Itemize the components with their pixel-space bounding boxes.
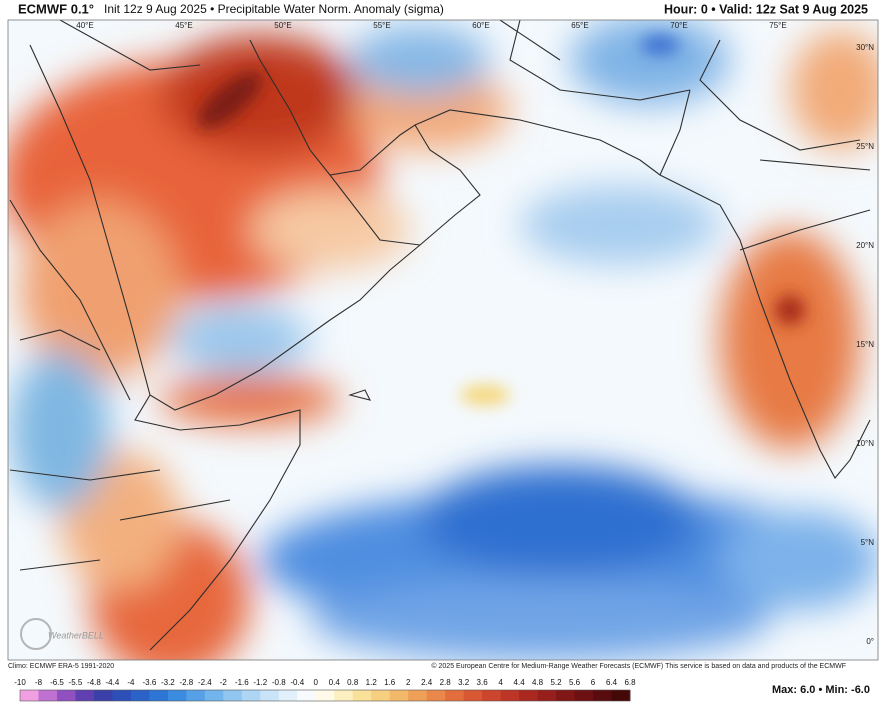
colorbar-segment xyxy=(260,690,280,701)
colorbar-segment xyxy=(593,690,613,701)
lat-label: 15°N xyxy=(856,340,874,349)
colorbar-label: 2.8 xyxy=(440,678,452,687)
colorbar-segment xyxy=(204,690,224,701)
colorbar-segment xyxy=(389,690,409,701)
colorbar-label: 1.6 xyxy=(384,678,396,687)
colorbar-segment xyxy=(223,690,243,701)
lon-label: 40°E xyxy=(76,21,93,30)
colorbar-segment xyxy=(278,690,298,701)
map-frame xyxy=(7,19,879,661)
colorbar-label: 6 xyxy=(591,678,596,687)
colorbar-segment xyxy=(426,690,446,701)
extremes: Max: 6.0 • Min: -6.0 xyxy=(772,684,870,696)
lon-label: 65°E xyxy=(571,21,588,30)
colorbar-label: -0.8 xyxy=(272,678,286,687)
colorbar-label: 3.2 xyxy=(458,678,470,687)
logo: WeatherBELL xyxy=(48,630,104,640)
colorbar-label: 6.8 xyxy=(624,678,636,687)
colorbar-segment xyxy=(611,690,631,701)
colorbar-label: 5.2 xyxy=(550,678,562,687)
colorbar-label: -5.5 xyxy=(69,678,83,687)
colorbar-label: -3.6 xyxy=(142,678,156,687)
colorbar-segment xyxy=(315,690,335,701)
colorbar-segment xyxy=(537,690,557,701)
colorbar-segment xyxy=(38,690,58,701)
logo-icon xyxy=(20,618,52,650)
colorbar: -10 -8 -6.5 -5.5 -4.8 -4.4 -4 -3.6 -3.2 -2.8 -2.4-… xyxy=(14,678,636,702)
description: Init 12z 9 Aug 2025 • Precipitable Water… xyxy=(104,2,444,16)
grid-labels: 40°E 45°E 50°E 55°E 60°E 65°E 70°E 75°E 30°N 25°N… xyxy=(76,21,874,646)
colorbar-label: 0.4 xyxy=(329,678,341,687)
colorbar-segment xyxy=(20,690,39,701)
colorbar-frame xyxy=(19,689,631,702)
lat-label: 0° xyxy=(866,637,874,646)
colorbar-label: -6.5 xyxy=(50,678,64,687)
colorbar-segment xyxy=(297,690,317,701)
colorbar-label: -1.2 xyxy=(253,678,267,687)
colorbar-label: 4.4 xyxy=(514,678,526,687)
colorbar-label: 6.4 xyxy=(606,678,618,687)
colorbar-label: -1.6 xyxy=(235,678,249,687)
colorbar-label: -0.4 xyxy=(290,678,304,687)
map-area: 40°E 45°E 50°E 55°E 60°E 65°E 70°E 75°E 30°N 25°N… xyxy=(8,20,878,660)
colorbar-label: 3.6 xyxy=(477,678,489,687)
colorbar-segment xyxy=(149,690,169,701)
colorbar-segment xyxy=(56,690,76,701)
colorbar-label: -2.4 xyxy=(198,678,212,687)
coastlines xyxy=(9,20,871,651)
colorbar-label: -3.2 xyxy=(161,678,175,687)
colorbar-label: -4.8 xyxy=(87,678,101,687)
colorbar-label: -4.4 xyxy=(106,678,120,687)
colorbar-segment xyxy=(93,690,113,701)
lon-label: 55°E xyxy=(373,21,390,30)
colorbar-label: 0 xyxy=(314,678,319,687)
colorbar-label: 4 xyxy=(498,678,503,687)
colorbar-segment xyxy=(574,690,594,701)
lon-label: 45°E xyxy=(175,21,192,30)
lon-label: 75°E xyxy=(769,21,786,30)
colorbar-segment xyxy=(556,690,576,701)
colorbar-segment xyxy=(500,690,520,701)
colorbar-label: -8 xyxy=(35,678,43,687)
colorbar-segment xyxy=(482,690,502,701)
colorbar-segment xyxy=(408,690,428,701)
climo-note: Climo: ECMWF ERA-5 1991-2020 xyxy=(8,663,114,670)
colorbar-segment xyxy=(130,690,150,701)
lon-label: 70°E xyxy=(670,21,687,30)
colorbar-label: -2 xyxy=(220,678,228,687)
colorbar-segment xyxy=(352,690,372,701)
colorbar-label: 1.2 xyxy=(366,678,378,687)
colorbar-label: 4.8 xyxy=(532,678,544,687)
colorbar-label: 2.4 xyxy=(421,678,433,687)
valid-time: Hour: 0 • Valid: 12z Sat 9 Aug 2025 xyxy=(664,2,868,16)
colorbar-segment xyxy=(519,690,539,701)
lat-label: 25°N xyxy=(856,142,874,151)
colorbar-segment xyxy=(445,690,465,701)
lat-label: 30°N xyxy=(856,43,874,52)
colorbar-segment xyxy=(241,690,261,701)
lon-label: 50°E xyxy=(274,21,291,30)
colorbar-segment xyxy=(167,690,187,701)
colorbar-segment xyxy=(75,690,95,701)
lon-label: 60°E xyxy=(472,21,489,30)
colorbar-label: 2 xyxy=(406,678,411,687)
model-title: ECMWF 0.1° xyxy=(18,1,94,16)
colorbar-label: 5.6 xyxy=(569,678,581,687)
colorbar-segment xyxy=(186,690,206,701)
lat-label: 20°N xyxy=(856,241,874,250)
copyright: © 2025 European Centre for Medium-Range … xyxy=(431,662,846,670)
colorbar-label: -2.8 xyxy=(179,678,193,687)
colorbar-label: -4 xyxy=(127,678,135,687)
lat-label: 5°N xyxy=(861,538,875,547)
colorbar-label: 0.8 xyxy=(347,678,359,687)
colorbar-segment xyxy=(463,690,483,701)
colorbar-segment xyxy=(112,690,132,701)
colorbar-label: -10 xyxy=(14,678,26,687)
lat-label: 10°N xyxy=(856,439,874,448)
colorbar-segment xyxy=(334,690,354,701)
colorbar-segment xyxy=(371,690,391,701)
